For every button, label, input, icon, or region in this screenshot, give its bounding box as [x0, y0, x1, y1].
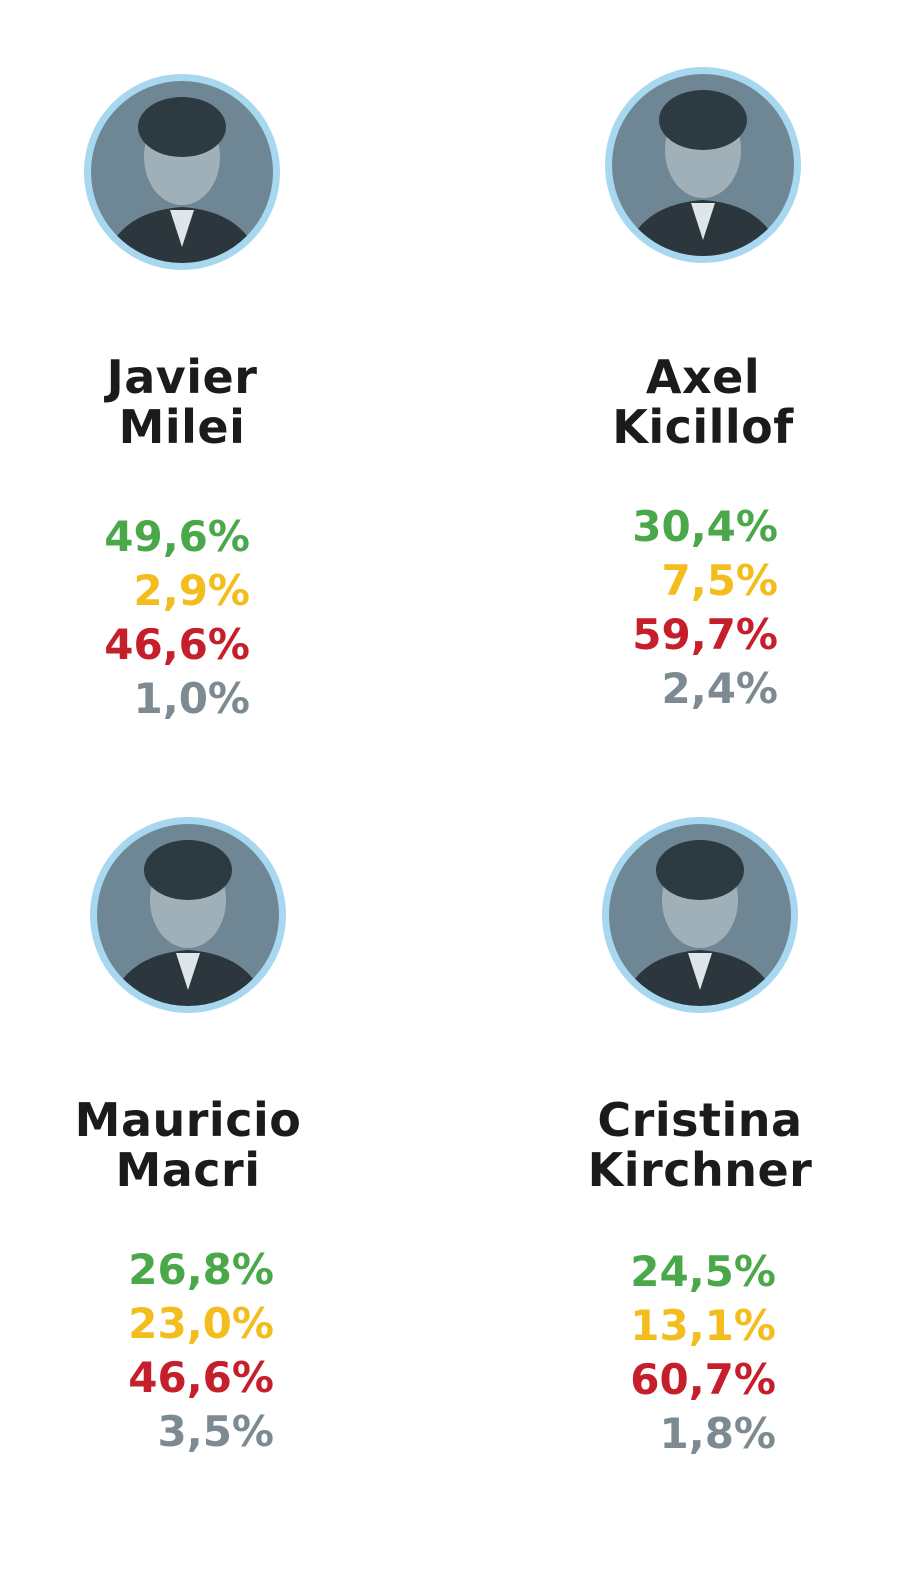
candidate-photo — [90, 817, 286, 1013]
percentage: 46,6% — [104, 620, 250, 669]
percentage: 60,7% — [630, 1355, 776, 1404]
percentage: 23,0% — [128, 1299, 274, 1348]
name-line: Kirchner — [587, 1143, 813, 1197]
name-line: Kicillof — [612, 400, 794, 454]
percentage: 46,6% — [128, 1353, 274, 1402]
percentage: 1,8% — [659, 1409, 776, 1458]
percentage: 49,6% — [104, 512, 250, 561]
candidate-name: Axel Kicillof — [523, 352, 883, 452]
percentages: 30,4% 7,5% 59,7% 2,4% — [558, 500, 778, 716]
candidate-name: Cristina Kirchner — [520, 1095, 880, 1195]
percentage: 3,5% — [157, 1407, 274, 1456]
percentage: 26,8% — [128, 1245, 274, 1294]
candidate-photo — [605, 67, 801, 263]
name-line: Mauricio — [74, 1093, 302, 1147]
percentage: 13,1% — [630, 1301, 776, 1350]
percentage: 1,0% — [133, 674, 250, 723]
percentages: 26,8% 23,0% 46,6% 3,5% — [54, 1243, 274, 1459]
percentages: 49,6% 2,9% 46,6% 1,0% — [30, 510, 250, 726]
percentage: 24,5% — [630, 1247, 776, 1296]
name-line: Javier — [106, 350, 258, 404]
percentage: 30,4% — [632, 502, 778, 551]
name-line: Milei — [118, 400, 246, 454]
name-line: Cristina — [597, 1093, 803, 1147]
candidate-photo — [84, 74, 280, 270]
name-line: Macri — [115, 1143, 261, 1197]
candidate-name: Mauricio Macri — [8, 1095, 368, 1195]
candidate-photo — [602, 817, 798, 1013]
percentage: 2,4% — [661, 664, 778, 713]
percentage: 7,5% — [661, 556, 778, 605]
name-line: Axel — [645, 350, 761, 404]
percentage: 2,9% — [133, 566, 250, 615]
percentage: 59,7% — [632, 610, 778, 659]
candidate-name: Javier Milei — [2, 352, 362, 452]
percentages: 24,5% 13,1% 60,7% 1,8% — [556, 1245, 776, 1461]
